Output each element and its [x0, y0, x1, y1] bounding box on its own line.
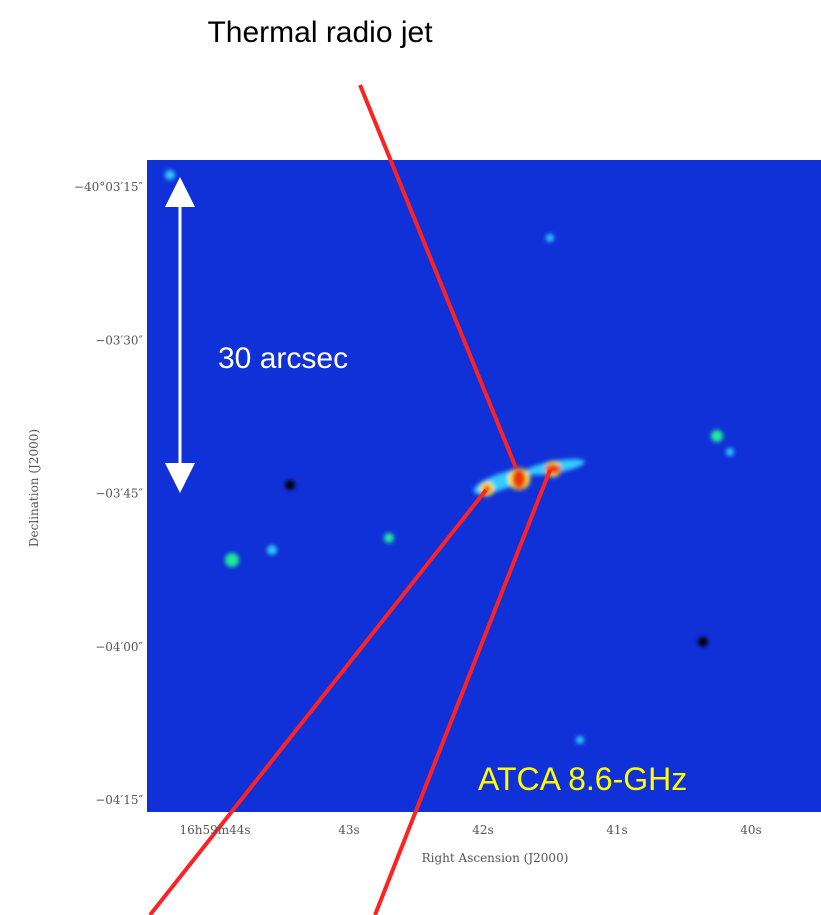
- x-axis-label: Right Ascension (J2000): [422, 851, 569, 865]
- x-tick-label: 41s: [606, 823, 627, 837]
- x-tick-label: 16h59m44s: [179, 823, 250, 837]
- x-tick-label: 42s: [472, 823, 493, 837]
- y-tick-label: −03′45″: [95, 487, 143, 501]
- y-ticks: −40°03′15″ −03′30″ −03′45″ −04′00″ −04′15″: [74, 180, 144, 807]
- y-tick-label: −40°03′15″: [74, 180, 144, 194]
- y-tick-label: −03′30″: [95, 333, 143, 347]
- title: Thermal radio jet: [207, 16, 433, 49]
- y-tick-label: −04′15″: [95, 793, 143, 807]
- y-axis-label: Declination (J2000): [27, 429, 41, 547]
- scale-label: 30 arcsec: [218, 342, 348, 375]
- pointer-lines: [148, 84, 552, 915]
- x-tick-label: 40s: [740, 823, 761, 837]
- x-ticks: 16h59m44s 43s 42s 41s 40s: [179, 823, 761, 837]
- y-tick-label: −04′00″: [95, 640, 143, 654]
- x-tick-label: 43s: [338, 823, 359, 837]
- instrument-label: ATCA 8.6-GHz: [478, 761, 687, 797]
